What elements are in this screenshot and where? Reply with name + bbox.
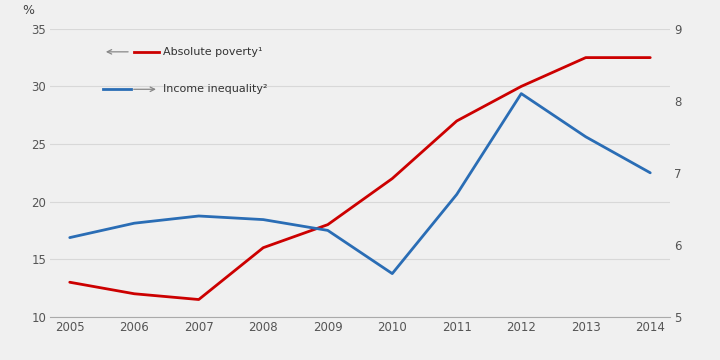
Text: Income inequality²: Income inequality²: [163, 84, 268, 94]
Text: Absolute poverty¹: Absolute poverty¹: [163, 47, 263, 57]
Text: %: %: [22, 4, 35, 17]
